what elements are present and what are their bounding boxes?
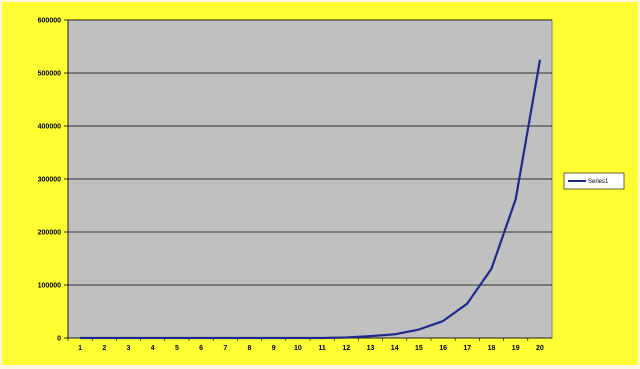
x-axis-ticks: 1 2 3 4 5 6 7 8 9 10 11 12 13 14 15 16 17 18 19 20 (67, 337, 552, 352)
x-tick-label: 6 (199, 345, 203, 352)
y-tick-label: 100000 (38, 283, 61, 290)
series-layer (79, 59, 541, 340)
y-tick-label: 600000 (38, 18, 61, 25)
x-tick-label: 1 (78, 345, 82, 352)
x-tick-label: 17 (463, 345, 471, 352)
x-tick-label: 7 (223, 345, 227, 352)
x-tick-label: 13 (367, 345, 375, 352)
data-point (490, 267, 493, 270)
data-point (297, 337, 299, 339)
x-tick-label: 9 (272, 345, 276, 352)
data-point (272, 337, 275, 339)
x-tick-label: 10 (294, 345, 302, 352)
x-tick-label: 2 (102, 345, 106, 352)
y-tick-label: 300000 (38, 177, 61, 184)
x-tick-label: 3 (127, 345, 131, 352)
data-point (248, 337, 251, 339)
data-point (393, 333, 396, 336)
legend: Series1 (563, 172, 625, 190)
y-axis-ticks: 0 100000 200000 300000 400000 500000 600000 (38, 18, 69, 343)
data-point (321, 337, 323, 339)
x-tick-label: 4 (151, 345, 155, 352)
data-point (79, 337, 81, 339)
data-point (466, 302, 469, 305)
x-tick-label: 14 (391, 345, 399, 352)
y-tick-label: 0 (57, 336, 61, 343)
data-point (345, 336, 348, 339)
data-point (151, 337, 154, 339)
data-point (539, 59, 541, 62)
data-point (224, 337, 227, 339)
x-tick-label: 18 (488, 345, 496, 352)
data-point (103, 337, 106, 339)
x-tick-label: 20 (536, 345, 544, 352)
gridlines (68, 19, 552, 286)
x-tick-label: 15 (415, 345, 423, 352)
y-tick-label: 500000 (38, 71, 61, 78)
x-tick-label: 11 (318, 345, 326, 352)
data-point (200, 337, 203, 339)
data-point (127, 337, 130, 339)
data-point (418, 328, 420, 331)
x-tick-label: 19 (512, 345, 520, 352)
legend-box (563, 172, 625, 190)
legend-label: Series1 (588, 179, 609, 185)
data-point (369, 335, 372, 338)
y-tick-label: 200000 (38, 230, 61, 237)
x-tick-label: 12 (342, 345, 350, 352)
y-tick-label: 400000 (38, 124, 61, 131)
data-point (514, 198, 517, 201)
x-tick-label: 5 (175, 345, 179, 352)
data-point (176, 337, 178, 339)
data-point (442, 320, 444, 322)
series-line (80, 60, 541, 340)
x-tick-label: 16 (439, 345, 447, 352)
x-tick-label: 8 (248, 345, 252, 352)
